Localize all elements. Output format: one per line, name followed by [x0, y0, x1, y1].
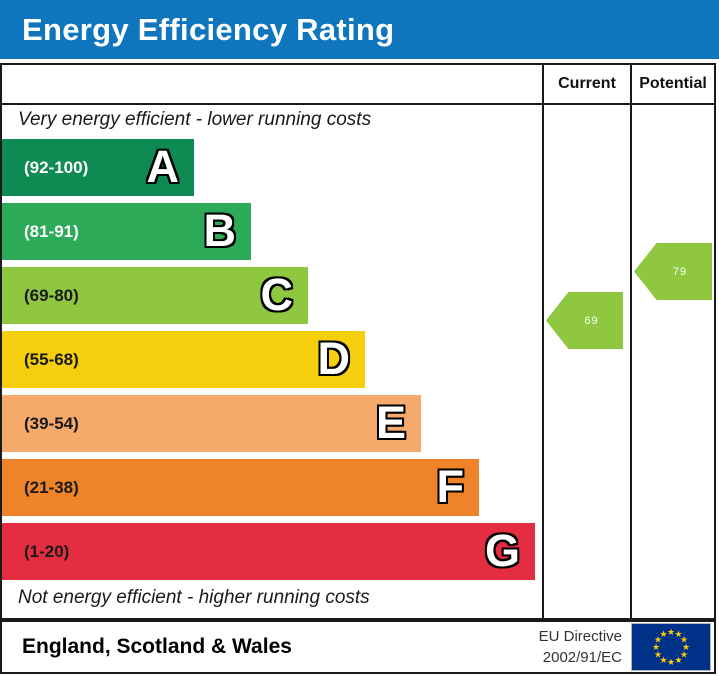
eu-flag-star: ★ — [654, 636, 662, 646]
potential-column-divider — [630, 65, 632, 618]
band-a: (92-100) A — [2, 139, 194, 196]
band-f: (21-38) F — [2, 459, 479, 516]
band-c-range: (69-80) — [24, 285, 79, 305]
eu-flag-star: ★ — [680, 636, 688, 646]
eu-flag-icon: ★ ★ ★ ★ ★ ★ ★ ★ ★ ★ ★ ★ — [632, 624, 710, 670]
eu-flag-star: ★ — [674, 656, 682, 666]
band-a-letter: A — [146, 141, 180, 192]
eu-flag-field — [632, 624, 710, 670]
potential-column-header: Potential — [639, 75, 707, 92]
eu-directive-line2: 2002/91/EC — [542, 649, 622, 666]
band-a-range: (92-100) — [24, 157, 89, 177]
eu-flag-star: ★ — [659, 630, 667, 640]
potential-arrow: 79 — [634, 243, 712, 300]
band-d-range: (55-68) — [24, 349, 79, 369]
eu-flag-star: ★ — [659, 656, 667, 666]
eu-flag-star: ★ — [654, 651, 662, 661]
title-bar: Energy Efficiency Rating — [0, 0, 719, 59]
band-d-letter: D — [317, 333, 351, 384]
eu-flag-star: ★ — [682, 643, 690, 653]
potential-rating-value: 79 — [672, 265, 688, 278]
band-e-letter: E — [375, 397, 406, 448]
eu-flag-star: ★ — [674, 630, 682, 640]
band-e-range: (39-54) — [24, 413, 79, 433]
current-column-header: Current — [558, 75, 616, 92]
eu-directive-line1: EU Directive — [538, 628, 622, 645]
eu-flag-star: ★ — [680, 651, 688, 661]
band-f-range: (21-38) — [24, 477, 79, 497]
band-b: (81-91) B — [2, 203, 251, 260]
band-d: (55-68) D — [2, 331, 365, 388]
eu-flag-star: ★ — [667, 658, 675, 668]
current-column-divider — [542, 65, 544, 618]
current-arrow: 69 — [546, 292, 623, 349]
page-title: Energy Efficiency Rating — [22, 11, 395, 47]
region-label: England, Scotland & Wales — [22, 635, 292, 658]
band-c-letter: C — [260, 269, 294, 320]
header-divider-line — [2, 103, 714, 105]
eu-flag-star: ★ — [652, 643, 660, 653]
current-rating-value: 69 — [584, 314, 599, 327]
band-g-letter: G — [484, 525, 520, 576]
band-c: (69-80) C — [2, 267, 308, 324]
band-b-letter: B — [203, 205, 237, 256]
eu-directive-text: EU Directive 2002/91/EC — [539, 626, 622, 668]
rating-table: Current Potential Very energy efficient … — [0, 63, 716, 620]
band-g: (1-20) G — [2, 523, 535, 580]
bottom-note: Not energy efficient - higher running co… — [18, 587, 370, 608]
band-e: (39-54) E — [2, 395, 421, 452]
eu-flag-star: ★ — [667, 628, 675, 638]
band-g-range: (1-20) — [24, 541, 70, 561]
top-note: Very energy efficient - lower running co… — [18, 109, 372, 130]
footer: England, Scotland & Wales EU Directive 2… — [0, 620, 716, 674]
band-f-letter: F — [436, 461, 465, 512]
band-b-range: (81-91) — [24, 221, 79, 241]
